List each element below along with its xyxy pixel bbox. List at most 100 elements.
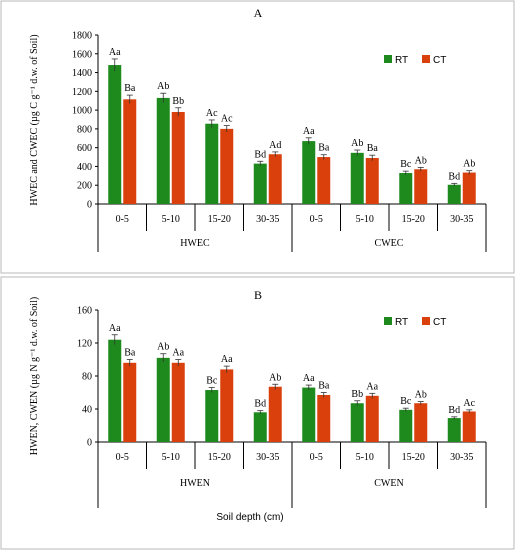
panel-a-title: A bbox=[254, 6, 263, 20]
panel-a-legend-label: CT bbox=[433, 55, 446, 66]
panel-a-bar-rt bbox=[350, 152, 364, 204]
panel-a-y-tick-label: 600 bbox=[77, 143, 92, 154]
panel-a-y-tick-label: 0 bbox=[87, 200, 92, 211]
panel-a-data-label: Aa bbox=[303, 126, 315, 137]
panel-b-bar-rt bbox=[302, 387, 316, 442]
panel-b-plot: 0 40 80 120 160 0-5 5-10 15-20 30-35 0-5 5-10 15-20… bbox=[77, 306, 487, 508]
panel-a-data-label: Bb bbox=[172, 96, 184, 107]
panel-a-data-label: Bd bbox=[448, 171, 460, 182]
panel-b-category-label: 0-5 bbox=[116, 452, 129, 463]
panel-a-bar-rt bbox=[205, 123, 219, 204]
panel-b-data-label: Ab bbox=[269, 372, 281, 383]
panel-b-bar-ct bbox=[365, 395, 379, 442]
panel-a-data-label: Ba bbox=[124, 83, 136, 94]
panel-a-bar-ct bbox=[317, 157, 331, 204]
panel-b-category-label: 5-10 bbox=[162, 452, 180, 463]
panel-b-bar-rt bbox=[253, 412, 267, 442]
panel-a-bar-rt bbox=[447, 184, 461, 204]
panel-a-data-label: Ac bbox=[221, 114, 233, 125]
panel-b-category-label: 15-20 bbox=[402, 452, 425, 463]
panel-b-legend-label: RT bbox=[395, 317, 408, 328]
panel-a-data-label: Ba bbox=[318, 143, 330, 154]
panel-a-data-label: Ab bbox=[415, 155, 427, 166]
panel-a-legend-swatch-ct bbox=[422, 55, 430, 63]
panel-a-bar-ct bbox=[171, 111, 185, 204]
panel-a-group-label: HWEC bbox=[180, 238, 210, 249]
panel-b-data-label: Bb bbox=[351, 389, 363, 400]
panel-b-legend-swatch-ct bbox=[422, 317, 430, 325]
panel-a-y-tick-label: 1200 bbox=[72, 87, 92, 98]
panel-b-data-label: Aa bbox=[366, 381, 378, 392]
panel-a-category-label: 15-20 bbox=[402, 214, 425, 225]
panel-a-category-label: 5-10 bbox=[162, 214, 180, 225]
panel-b-title: B bbox=[254, 288, 262, 302]
panel-b-data-label: Aa bbox=[303, 373, 315, 384]
panel-a-data-label: Ab bbox=[351, 138, 363, 149]
panel-b-y-tick-label: 80 bbox=[82, 372, 92, 383]
panel-b-data-label: Bc bbox=[400, 396, 412, 407]
panel-a-bar-rt bbox=[399, 173, 413, 204]
panel-b-bar-ct bbox=[171, 362, 185, 442]
panel-b-x-axis-label: Soil depth (cm) bbox=[216, 512, 283, 523]
panel-b-data-label: Ab bbox=[157, 342, 169, 353]
panel-a-y-tick-label: 1600 bbox=[72, 49, 92, 60]
panel-a-frame bbox=[0, 0, 515, 274]
panel-a-bar-ct bbox=[414, 169, 428, 204]
panel-a-y-tick-label: 1800 bbox=[72, 31, 92, 42]
panel-b-legend-swatch-rt bbox=[384, 317, 392, 325]
panel-a-data-label: Ac bbox=[206, 108, 218, 119]
panel-b-y-tick-label: 0 bbox=[87, 438, 92, 449]
panel-a-bar-rt bbox=[156, 97, 170, 204]
panel-b-category-label: 30-35 bbox=[256, 452, 279, 463]
panel-b-data-label: Bd bbox=[254, 399, 266, 410]
panel-a-y-tick-label: 800 bbox=[77, 124, 92, 135]
panel-b-data-label: Ba bbox=[318, 381, 330, 392]
panel-b-legend-label: CT bbox=[433, 317, 446, 328]
panel-b-y-tick-label: 160 bbox=[77, 306, 92, 317]
panel-b-bar-rt bbox=[156, 357, 170, 442]
panel-a-bar-rt bbox=[108, 65, 122, 205]
panel-a-data-label: Aa bbox=[109, 47, 121, 58]
panel-b-data-label: Bc bbox=[206, 376, 218, 387]
panel-b-group-label: CWEN bbox=[374, 478, 403, 489]
panel-a-category-label: 30-35 bbox=[256, 214, 279, 225]
panel-a-y-tick-label: 400 bbox=[77, 162, 92, 173]
panel-a-category-label: 5-10 bbox=[356, 214, 374, 225]
panel-b-data-label: Aa bbox=[109, 323, 121, 334]
panel-a-bar-ct bbox=[220, 128, 234, 204]
panel-a-category-label: 0-5 bbox=[116, 214, 129, 225]
panel-a-data-label: Ba bbox=[367, 143, 379, 154]
panel-b-category-label: 5-10 bbox=[356, 452, 374, 463]
panel-b-data-label: Ac bbox=[463, 398, 475, 409]
panel-a-bar-ct bbox=[123, 99, 137, 204]
panel-b-bar-ct bbox=[268, 386, 282, 442]
panel-a-data-label: Ab bbox=[463, 159, 475, 170]
panel-b-bar-ct bbox=[317, 394, 331, 442]
panel-a-y-tick-label: 1000 bbox=[72, 106, 92, 117]
panel-b-bar-ct bbox=[123, 362, 137, 442]
panel-b-category-label: 30-35 bbox=[450, 452, 473, 463]
panel-a-bar-ct bbox=[365, 157, 379, 204]
panel-b-data-label: Aa bbox=[221, 354, 233, 365]
panel-b-bar-rt bbox=[205, 390, 219, 442]
panel-a-y-tick-label: 1400 bbox=[72, 68, 92, 79]
panel-b-group-label: HWEN bbox=[180, 478, 210, 489]
panel-b-bar-ct bbox=[414, 403, 428, 442]
panel-b-bar-rt bbox=[447, 418, 461, 442]
panel-b-data-label: Ab bbox=[415, 390, 427, 401]
panel-b-y-tick-label: 120 bbox=[77, 339, 92, 350]
panel-b-data-label: Aa bbox=[172, 348, 184, 359]
panel-a-data-label: Ad bbox=[269, 140, 281, 151]
panel-a-category-label: 15-20 bbox=[208, 214, 231, 225]
panel-b-data-label: Ba bbox=[124, 348, 136, 359]
panel-a-data-label: Ab bbox=[157, 81, 169, 92]
panel-a-bar-rt bbox=[253, 163, 267, 204]
panel-a-legend-label: RT bbox=[395, 55, 408, 66]
panel-a-data-label: Bc bbox=[400, 159, 412, 170]
panel-a-bar-ct bbox=[268, 154, 282, 204]
panel-a-bar-ct bbox=[462, 172, 476, 204]
panel-a-y-axis-label: HWEC and CWEC (µg C g⁻¹ d.w. of Soil) bbox=[29, 34, 40, 205]
panel-b-category-label: 15-20 bbox=[208, 452, 231, 463]
panel-b-bar-rt bbox=[108, 339, 122, 442]
